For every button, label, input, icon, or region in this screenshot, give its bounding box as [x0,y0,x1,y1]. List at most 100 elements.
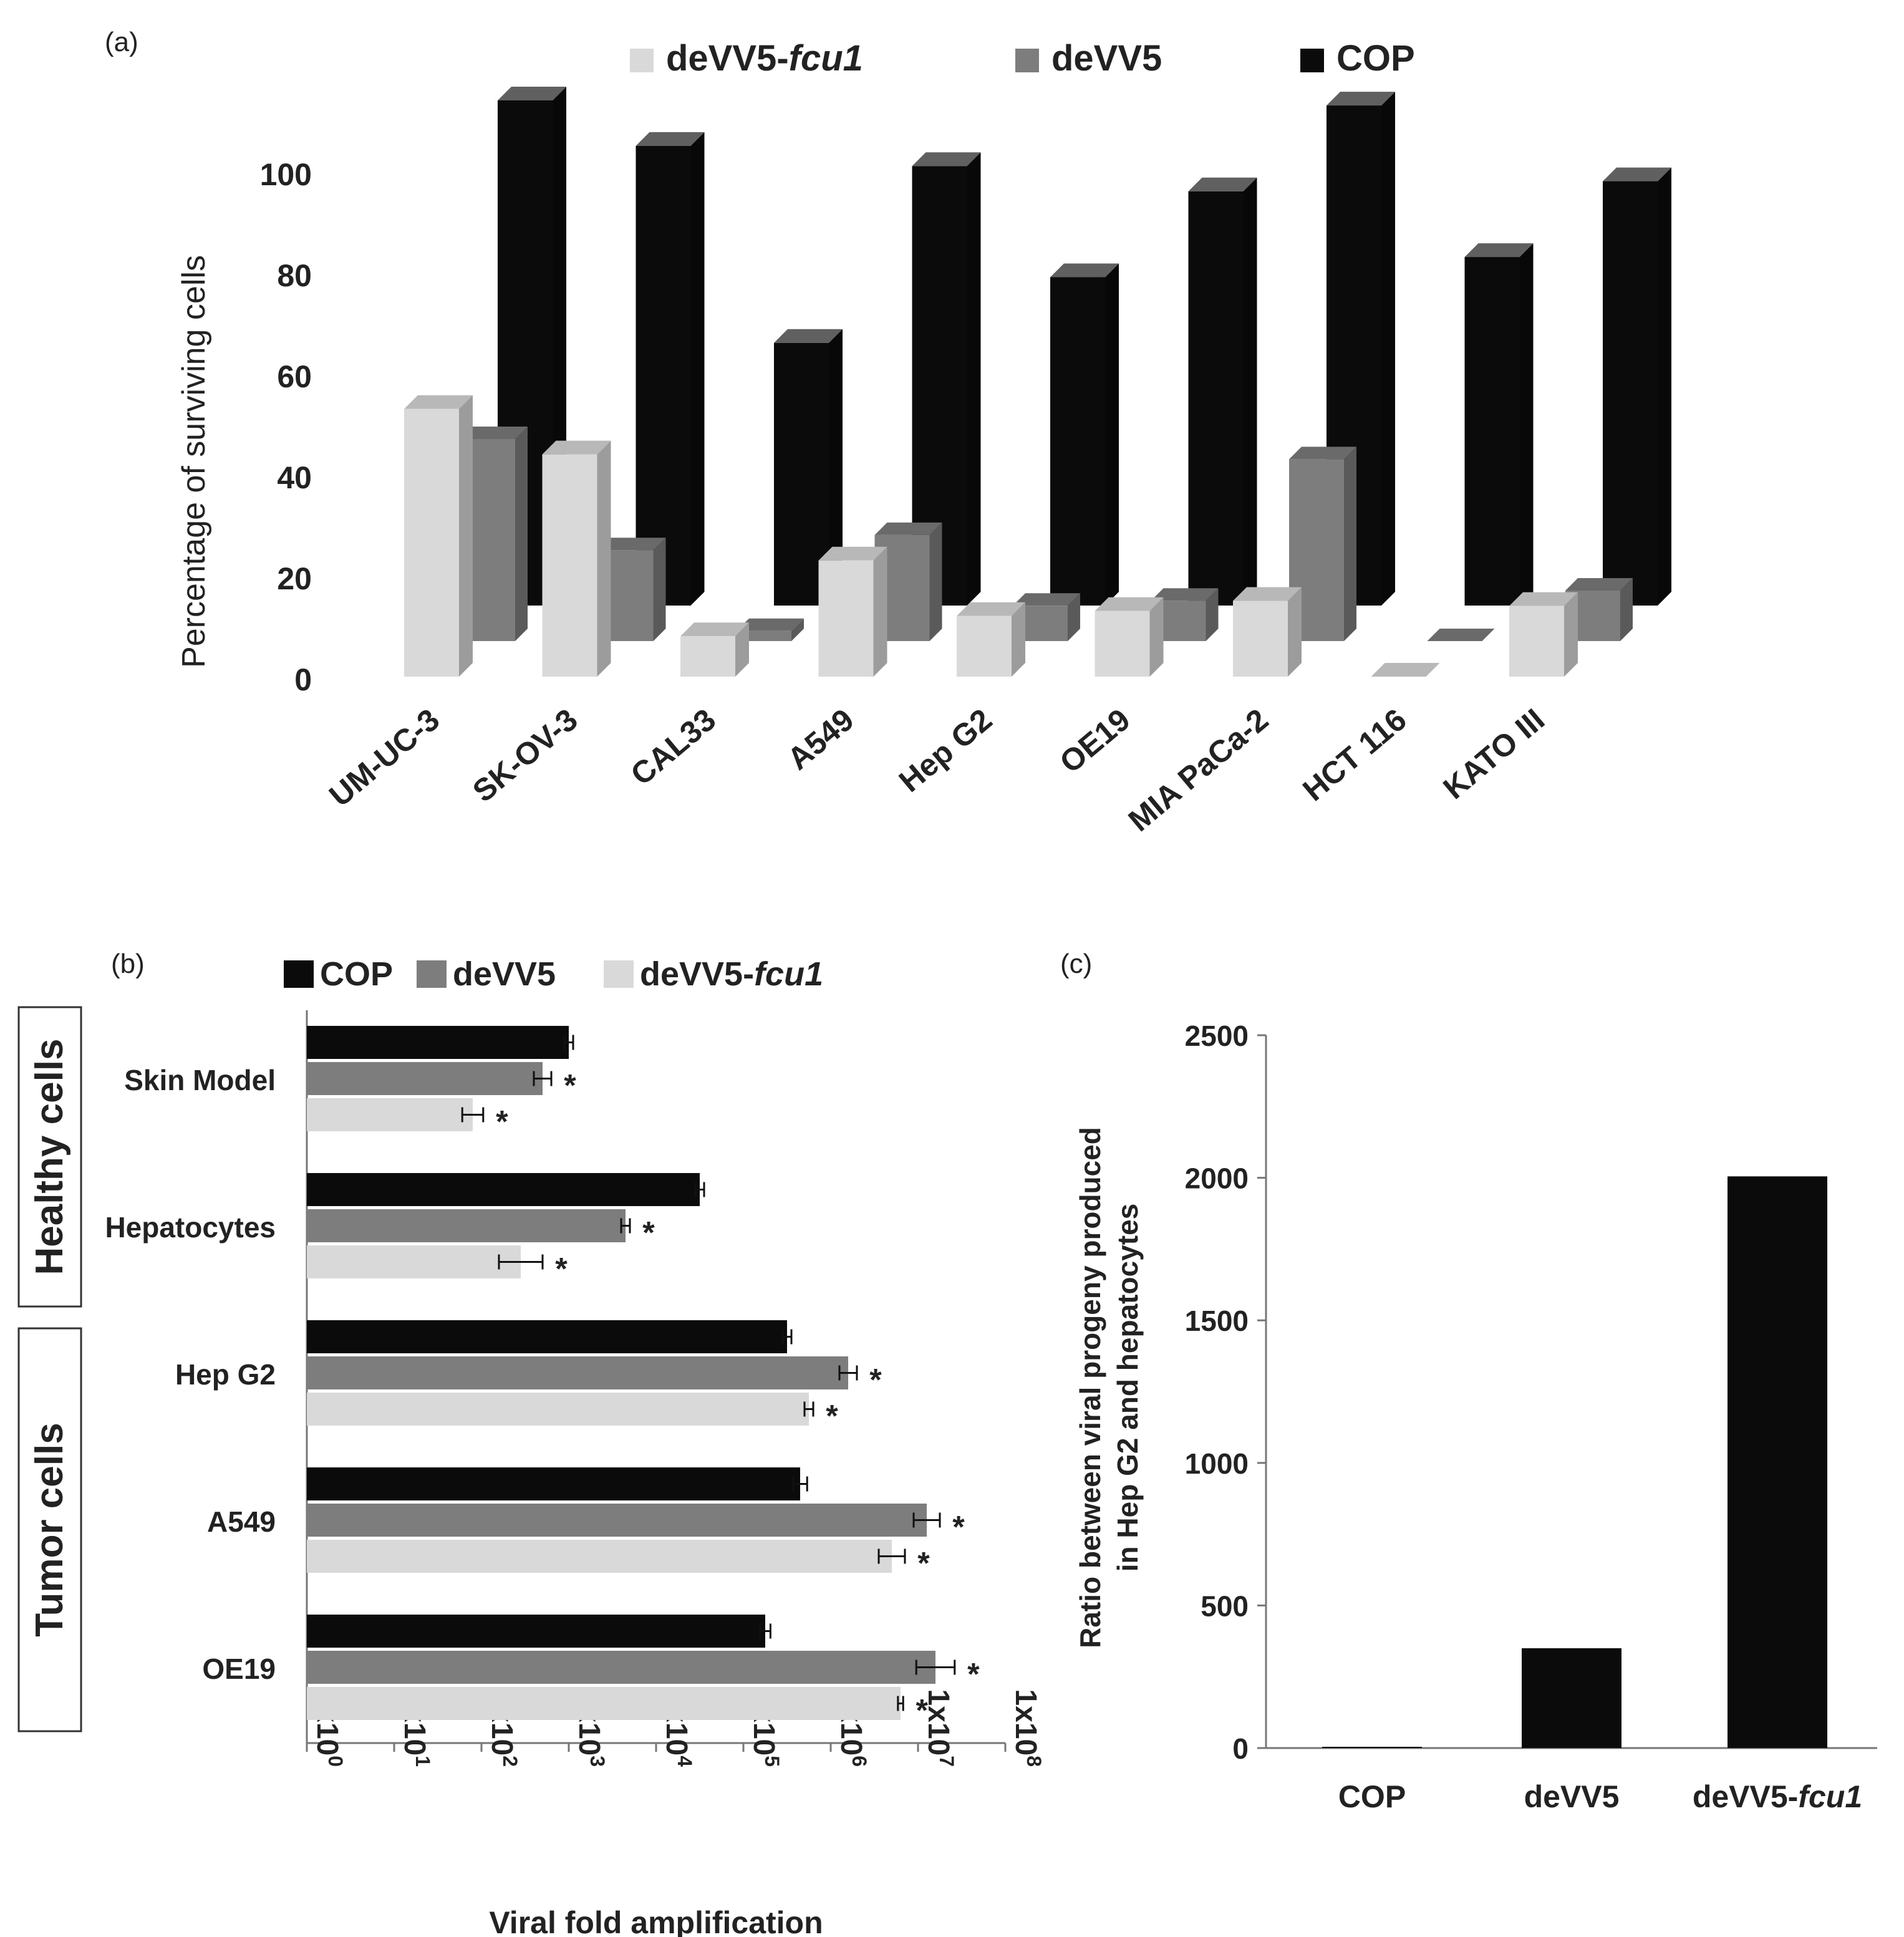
bar-a-deVV5-fcu1-KATO III [1509,592,1578,677]
bar-front [818,560,874,677]
bar-top [957,602,1025,616]
legend-label-b-2-italic: fcu1 [754,955,823,993]
bar-top [1464,243,1534,258]
bar-a-deVV5-fcu1-OE19 [1095,597,1164,677]
bar-b-deVV5-Skin Model [307,1062,543,1095]
y-tick-b-2: Hep G2 [175,1358,276,1391]
error-bar-b-COP-OE19 [759,1623,771,1639]
bar-b-deVV5-fcu1-Hepatocytes [307,1245,521,1278]
bar-b-deVV5-fcu1-A549 [307,1540,892,1573]
bar-b-deVV5-fcu1-Hep G2 [307,1393,809,1426]
bar-side [1381,92,1395,606]
legend-label-a-1: deVV5 [1051,38,1162,79]
x-tick-exp: 6 [848,1756,871,1767]
bar-top [737,618,804,631]
bar-top [1188,177,1257,191]
y-tick-c-2500: 2500 [1185,1020,1249,1052]
panel-label-a: (a) [105,27,138,57]
bar-top [774,329,843,343]
x-tick-b-8: 1x108 [1009,1689,1045,1767]
y-axis-label-c-line2: in Hep G2 and hepatocytes [1111,1204,1144,1572]
y-tick-a-60: 60 [277,359,312,394]
group-label-b-1: Tumor cells [28,1423,71,1636]
bar-top [1013,593,1080,606]
bar-a-COP-OE19 [1188,177,1257,606]
bar-a-deVV5-fcu1-SK-OV-3 [542,440,611,677]
group-box-b-0 [17,1006,82,1308]
bar-top [1565,578,1633,591]
x-tick-c-1-main: deVV5 [1524,1779,1620,1814]
y-tick-a-0: 0 [294,662,312,697]
error-bar-b-deVV5-OE19 [915,1659,956,1675]
x-tick-exp: 7 [935,1756,958,1767]
bar-c-deVV5 [1522,1648,1621,1748]
panel-a-chart: (a) deVV5-fcu1 deVV5 COP 0 20 40 60 80 100 Percent… [105,27,1671,838]
bar-front [1464,257,1520,606]
significance-b-deVV5-Hepatocytes: * [642,1215,655,1250]
error-bar-b-COP-Skin Model [563,1035,574,1050]
y-tick-c-1500: 1500 [1185,1305,1249,1337]
y-tick-c-1000: 1000 [1185,1447,1249,1480]
x-tick-c-0: COP [1338,1779,1406,1814]
bar-side [1149,597,1164,677]
bar-top [912,152,981,167]
bar-side [459,395,473,677]
legend-label-b-2: deVV5-fcu1 [640,955,823,993]
bar-top [1509,592,1578,606]
error-bar-b-deVV5-fcu1-Skin Model [461,1107,485,1123]
significance-b-deVV5-fcu1-A549: * [917,1546,930,1581]
bar-a-deVV5-fcu1-A549 [818,546,887,677]
bar-c-COP [1322,1747,1422,1748]
x-axis-label-b: Viral fold amplification [489,1905,823,1937]
bar-top [542,440,611,455]
x-tick-a-3: A549 [781,702,861,777]
bar-b-deVV5-Hepatocytes [307,1209,626,1242]
legend-label-b-1: deVV5 [453,955,556,993]
x-tick-c-2: deVV5-fcu1 [1693,1779,1862,1814]
x-tick-a-0: UM-UC-3 [322,702,446,814]
bar-a-deVV5-fcu1-UM-UC-3 [404,395,473,677]
bar-b-COP-Hepatocytes [307,1173,700,1206]
bar-side [1068,593,1080,641]
bar-side [967,152,981,606]
x-tick-a-7: HCT 116 [1296,702,1413,808]
panel-c-chart: (c) 0 500 1000 1500 2000 2500 Ratio between vir… [1060,949,1877,1814]
error-bar-b-deVV5-fcu1-A549 [877,1548,906,1564]
error-bar-b-deVV5-Hep G2 [838,1365,858,1381]
bar-top [598,538,666,551]
y-axis-label-c-line1: Ratio between viral progeny produced [1074,1127,1106,1648]
bar-side [1519,243,1534,606]
x-tick-a-6: MIA PaCa-2 [1122,702,1275,839]
bar-top [635,132,705,146]
bar-top [498,87,566,100]
bar-front [1050,277,1105,606]
x-tick-c-0-main: COP [1338,1779,1406,1814]
error-bar-b-COP-Hepatocytes [694,1182,705,1197]
legend-label-a-0: deVV5-fcu1 [666,38,863,79]
bar-a-COP-HCT 116 [1464,243,1534,606]
error-bar-b-COP-A549 [792,1476,808,1492]
significance-b-deVV5-fcu1-Hep G2: * [826,1399,838,1434]
y-tick-a-20: 20 [277,561,312,596]
bar-side [690,132,705,606]
x-tick-a-2: CAL33 [624,702,722,793]
bar-top [460,427,528,439]
bar-front [737,630,791,641]
x-tick-exp: 1 [412,1756,434,1767]
bar-side [1564,592,1578,677]
bar-side [1243,177,1257,606]
x-tick-exp: 2 [499,1756,521,1767]
bar-side [791,618,804,641]
x-tick-exp: 5 [761,1756,783,1767]
bar-a-deVV5-fcu1-MIA PaCa-2 [1233,587,1302,677]
bar-a-deVV5-CAL33 [737,618,804,641]
x-tick-a-4: Hep G2 [892,702,998,799]
bar-front [1095,611,1150,677]
y-tick-b-3: A549 [207,1505,276,1538]
legend-label-b-1-main: deVV5 [453,955,556,993]
group-label-b-0: Healthy cells [28,1038,71,1275]
bar-top [1095,597,1164,611]
significance-b-deVV5-fcu1-OE19: * [916,1693,928,1728]
x-tick-base: 1x10 [1009,1689,1042,1756]
